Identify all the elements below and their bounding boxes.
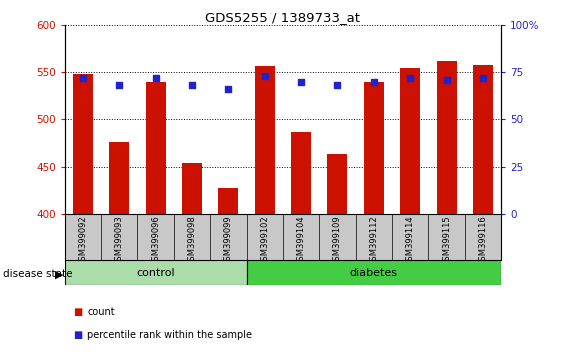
Bar — [473, 65, 493, 214]
Bar — [65, 260, 247, 285]
Bar — [364, 81, 384, 214]
Point — [224, 86, 233, 92]
Point — [115, 82, 124, 88]
Bar — [328, 154, 347, 214]
Text: diabetes: diabetes — [350, 268, 398, 278]
Point — [442, 77, 451, 82]
Point — [333, 82, 342, 88]
Point — [406, 75, 415, 81]
Title: GDS5255 / 1389733_at: GDS5255 / 1389733_at — [205, 11, 360, 24]
Point — [260, 73, 269, 79]
Point — [151, 75, 160, 81]
Text: control: control — [136, 268, 175, 278]
Bar — [146, 81, 166, 214]
Point — [369, 79, 378, 84]
Text: percentile rank within the sample: percentile rank within the sample — [87, 330, 252, 339]
Bar — [436, 61, 457, 214]
Bar — [218, 188, 238, 214]
Text: ■: ■ — [73, 330, 82, 339]
Bar — [182, 163, 202, 214]
Point — [78, 75, 87, 81]
Text: disease state: disease state — [3, 269, 72, 279]
Bar — [400, 68, 420, 214]
Point — [297, 79, 306, 84]
Point — [187, 82, 196, 88]
Point — [479, 75, 488, 81]
Text: count: count — [87, 307, 115, 316]
Bar — [73, 74, 93, 214]
Bar — [291, 132, 311, 214]
Bar — [247, 260, 501, 285]
Text: ■: ■ — [73, 307, 82, 316]
Text: ▶: ▶ — [55, 269, 64, 279]
Bar — [254, 67, 275, 214]
Bar — [109, 142, 129, 214]
